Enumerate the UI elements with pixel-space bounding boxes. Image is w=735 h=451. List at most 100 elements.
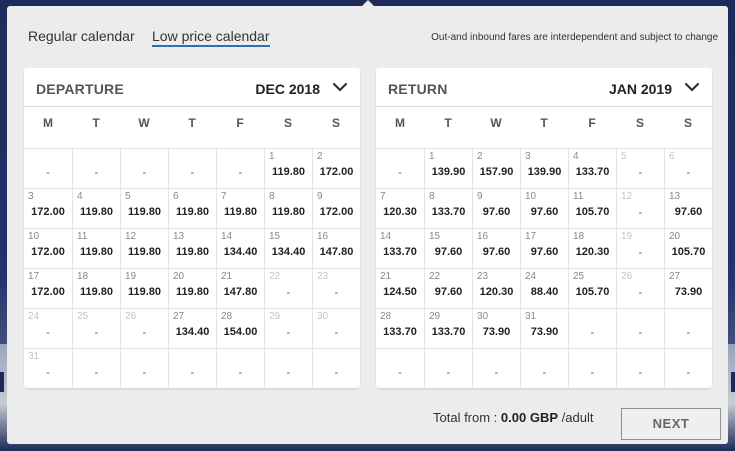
chevron-down-icon[interactable] — [684, 79, 700, 95]
return-day-cell[interactable]: 11 105.70 — [568, 188, 616, 228]
departure-day-cell[interactable]: 12 119.80 — [120, 228, 168, 268]
return-day-cell[interactable]: 17 97.60 — [520, 228, 568, 268]
return-day-cell[interactable]: - — [424, 348, 472, 388]
day-number: 12 — [621, 191, 633, 202]
departure-day-cell[interactable]: 14 134.40 — [216, 228, 264, 268]
departure-day-cell[interactable]: 20 119.80 — [168, 268, 216, 308]
departure-day-cell[interactable]: - — [264, 348, 312, 388]
departure-day-cell[interactable]: 9 172.00 — [312, 188, 360, 228]
return-day-cell[interactable]: - — [376, 148, 424, 188]
departure-day-cell[interactable]: 1 119.80 — [264, 148, 312, 188]
return-day-cell[interactable]: 28 133.70 — [376, 308, 424, 348]
departure-day-cell[interactable]: 27 134.40 — [168, 308, 216, 348]
next-button[interactable]: NEXT — [621, 408, 721, 440]
day-price: 124.50 — [383, 286, 417, 298]
departure-day-cell[interactable]: 30- — [312, 308, 360, 348]
departure-day-cell[interactable]: 2 172.00 — [312, 148, 360, 188]
departure-day-cell[interactable]: 13 119.80 — [168, 228, 216, 268]
return-day-cell[interactable]: - — [376, 348, 424, 388]
departure-day-cell[interactable]: 29- — [264, 308, 312, 348]
departure-day-cell[interactable]: 21 147.80 — [216, 268, 264, 308]
return-day-cell[interactable]: 6- — [664, 148, 712, 188]
return-day-cell[interactable]: 16 97.60 — [472, 228, 520, 268]
departure-day-cell[interactable]: 25- — [72, 308, 120, 348]
departure-day-cell[interactable]: - — [120, 348, 168, 388]
departure-day-cell[interactable]: - — [168, 148, 216, 188]
departure-day-cell[interactable]: 23- — [312, 268, 360, 308]
return-day-cell[interactable]: - — [520, 348, 568, 388]
return-day-cell[interactable]: 12- — [616, 188, 664, 228]
return-day-cell[interactable]: 22 97.60 — [424, 268, 472, 308]
departure-header: DEPARTURE DEC 2018 — [24, 68, 360, 107]
return-day-cell[interactable]: 9 97.60 — [472, 188, 520, 228]
weekday-label: S — [635, 116, 644, 130]
return-day-cell[interactable]: 10 97.60 — [520, 188, 568, 228]
departure-day-cell[interactable]: 3 172.00 — [24, 188, 72, 228]
departure-day-cell[interactable]: 4 119.80 — [72, 188, 120, 228]
departure-day-cell[interactable]: 7 119.80 — [216, 188, 264, 228]
return-day-cell[interactable]: 24 88.40 — [520, 268, 568, 308]
departure-day-cell[interactable]: 22- — [264, 268, 312, 308]
departure-day-cell[interactable]: 5 119.80 — [120, 188, 168, 228]
return-day-cell[interactable]: - — [664, 308, 712, 348]
weekday-label: F — [588, 116, 596, 130]
departure-day-cell[interactable]: - — [216, 348, 264, 388]
return-day-cell[interactable]: 4 133.70 — [568, 148, 616, 188]
return-day-cell[interactable]: 1 139.90 — [424, 148, 472, 188]
return-day-cell[interactable]: - — [616, 348, 664, 388]
return-day-cell[interactable]: 27 73.90 — [664, 268, 712, 308]
departure-day-cell[interactable]: 8 119.80 — [264, 188, 312, 228]
departure-day-cell[interactable]: - — [120, 148, 168, 188]
return-day-cell[interactable]: - — [472, 348, 520, 388]
return-day-cell[interactable]: 31 73.90 — [520, 308, 568, 348]
departure-day-cell[interactable]: 16 147.80 — [312, 228, 360, 268]
departure-day-cell[interactable]: 17 172.00 — [24, 268, 72, 308]
chevron-down-icon[interactable] — [332, 79, 348, 95]
return-day-cell[interactable]: 15 97.60 — [424, 228, 472, 268]
return-day-cell[interactable]: 20 105.70 — [664, 228, 712, 268]
return-day-cell[interactable]: 13 97.60 — [664, 188, 712, 228]
departure-day-cell[interactable]: 18 119.80 — [72, 268, 120, 308]
return-day-cell[interactable]: - — [568, 348, 616, 388]
departure-day-cell[interactable]: 15 134.40 — [264, 228, 312, 268]
return-day-cell[interactable]: 30 73.90 — [472, 308, 520, 348]
return-day-cell[interactable]: 18 120.30 — [568, 228, 616, 268]
departure-day-cell[interactable]: - — [72, 148, 120, 188]
departure-day-cell[interactable]: - — [312, 348, 360, 388]
return-day-cell[interactable]: 3 139.90 — [520, 148, 568, 188]
departure-day-cell[interactable]: 19 119.80 — [120, 268, 168, 308]
departure-day-cell[interactable]: 24- — [24, 308, 72, 348]
return-day-cell[interactable]: - — [568, 308, 616, 348]
return-day-cell[interactable]: - — [664, 348, 712, 388]
return-day-cell[interactable]: 21 124.50 — [376, 268, 424, 308]
return-day-cell[interactable]: 26- — [616, 268, 664, 308]
return-day-cell[interactable]: 5- — [616, 148, 664, 188]
departure-day-cell[interactable]: 31- — [24, 348, 72, 388]
departure-day-cell[interactable]: 26- — [120, 308, 168, 348]
return-day-cell[interactable]: 2 157.90 — [472, 148, 520, 188]
return-month[interactable]: JAN 2019 — [608, 81, 672, 97]
departure-day-cell[interactable]: - — [216, 148, 264, 188]
departure-day-cell[interactable]: 6 119.80 — [168, 188, 216, 228]
departure-day-cell[interactable]: 28 154.00 — [216, 308, 264, 348]
day-number: 4 — [573, 151, 579, 162]
return-day-cell[interactable]: 19- — [616, 228, 664, 268]
departure-day-cell[interactable]: - — [168, 348, 216, 388]
tab-regular-calendar[interactable]: Regular calendar — [28, 28, 135, 44]
day-number: 29 — [429, 311, 441, 322]
tab-low-price-calendar[interactable]: Low price calendar — [152, 28, 270, 52]
popover-caret — [360, 0, 376, 8]
departure-day-cell[interactable]: 11 119.80 — [72, 228, 120, 268]
return-day-cell[interactable]: 14 133.70 — [376, 228, 424, 268]
return-day-cell[interactable]: 29 133.70 — [424, 308, 472, 348]
return-day-cell[interactable]: - — [616, 308, 664, 348]
unavailable-dash: - — [446, 367, 451, 379]
departure-day-cell[interactable]: - — [24, 148, 72, 188]
return-day-cell[interactable]: 8 133.70 — [424, 188, 472, 228]
return-day-cell[interactable]: 25 105.70 — [568, 268, 616, 308]
return-day-cell[interactable]: 7 120.30 — [376, 188, 424, 228]
return-day-cell[interactable]: 23 120.30 — [472, 268, 520, 308]
departure-day-cell[interactable]: - — [72, 348, 120, 388]
departure-month[interactable]: DEC 2018 — [255, 81, 320, 97]
departure-day-cell[interactable]: 10 172.00 — [24, 228, 72, 268]
